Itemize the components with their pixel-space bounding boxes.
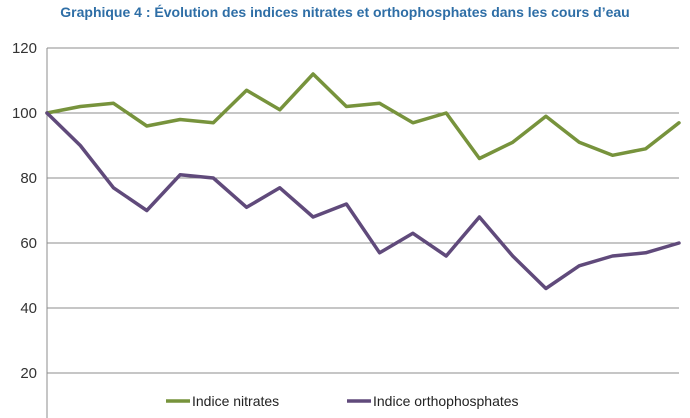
legend: Indice nitrates Indice orthophosphates xyxy=(166,393,519,409)
series-line-orthophosphates xyxy=(45,111,681,291)
chart-title: Graphique 4 : Évolution des indices nitr… xyxy=(60,4,630,20)
series-line-nitrates xyxy=(45,72,681,161)
y-tick-label: 120 xyxy=(12,40,37,57)
y-tick-label: 40 xyxy=(20,300,37,317)
y-tick-label: 60 xyxy=(20,235,37,252)
y-tick-labels: 20 40 60 80 100 120 xyxy=(12,40,37,382)
y-tick-label: 100 xyxy=(12,105,37,122)
legend-label: Indice nitrates xyxy=(192,393,279,409)
legend-item-orthophosphates: Indice orthophosphates xyxy=(347,393,519,409)
legend-item-nitrates: Indice nitrates xyxy=(166,393,279,409)
gridlines xyxy=(47,47,679,374)
series-lines xyxy=(45,72,681,291)
y-tick-label: 20 xyxy=(20,365,37,382)
y-tick-label: 80 xyxy=(20,170,37,187)
legend-label: Indice orthophosphates xyxy=(373,393,519,409)
